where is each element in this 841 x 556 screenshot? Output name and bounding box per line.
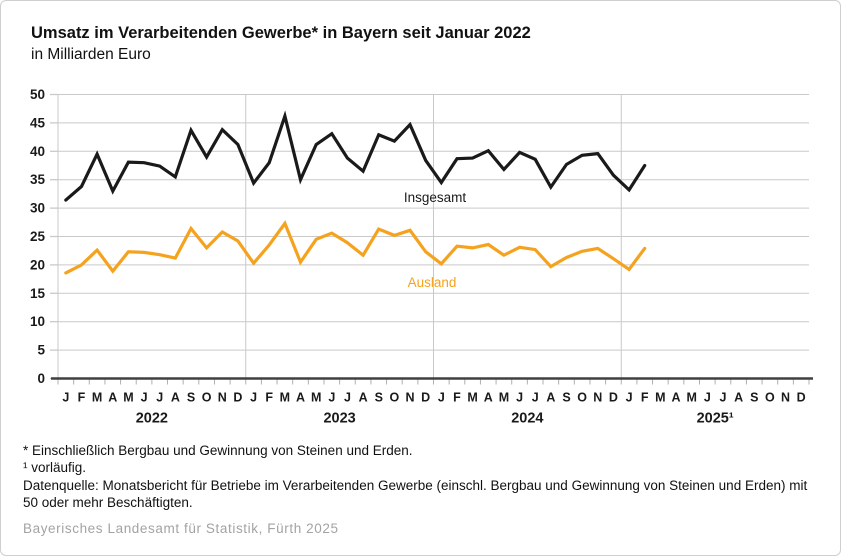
svg-text:J: J <box>719 391 726 405</box>
svg-text:M: M <box>499 391 509 405</box>
svg-text:J: J <box>250 391 257 405</box>
svg-text:J: J <box>156 391 163 405</box>
footnote-preliminary: ¹ vorläufig. <box>23 460 87 476</box>
series-line-ausland <box>64 220 647 275</box>
svg-text:N: N <box>593 391 602 405</box>
svg-text:15: 15 <box>30 286 46 301</box>
svg-text:40: 40 <box>30 144 45 159</box>
svg-text:A: A <box>359 391 368 405</box>
svg-text:F: F <box>453 391 461 405</box>
svg-text:D: D <box>797 391 806 405</box>
svg-text:M: M <box>311 391 321 405</box>
page-title: Umsatz im Verarbeitenden Gewerbe* in Bay… <box>31 24 531 42</box>
svg-text:A: A <box>546 391 555 405</box>
publisher-line: Bayerisches Landesamt für Statistik, Für… <box>23 521 339 536</box>
svg-text:2023: 2023 <box>323 411 355 427</box>
y-axis-labels: 0 5 10 15 20 25 30 35 40 45 50 <box>30 87 46 386</box>
svg-text:A: A <box>671 391 680 405</box>
svg-text:A: A <box>296 391 305 405</box>
svg-text:O: O <box>390 391 400 405</box>
svg-text:N: N <box>406 391 415 405</box>
svg-text:J: J <box>704 391 711 405</box>
svg-text:A: A <box>484 391 493 405</box>
svg-text:45: 45 <box>30 115 46 130</box>
svg-text:M: M <box>280 391 290 405</box>
svg-text:S: S <box>562 391 570 405</box>
footnotes: * Einschließlich Bergbau und Gewinnung v… <box>23 442 823 511</box>
svg-text:J: J <box>141 391 148 405</box>
svg-text:J: J <box>438 391 445 405</box>
svg-text:M: M <box>123 391 133 405</box>
svg-text:2025¹: 2025¹ <box>697 411 734 427</box>
svg-text:25: 25 <box>30 229 46 244</box>
svg-text:35: 35 <box>30 172 46 187</box>
svg-text:O: O <box>765 391 775 405</box>
svg-text:J: J <box>516 391 523 405</box>
svg-text:O: O <box>202 391 212 405</box>
svg-text:M: M <box>467 391 477 405</box>
svg-text:N: N <box>781 391 790 405</box>
svg-text:50: 50 <box>30 87 45 102</box>
series-label-insgesamt: Insgesamt <box>404 190 467 205</box>
page-subtitle: in Milliarden Euro <box>31 46 151 63</box>
svg-text:D: D <box>421 391 430 405</box>
svg-text:S: S <box>187 391 195 405</box>
footnote-star: * Einschließlich Bergbau und Gewinnung v… <box>23 443 413 458</box>
svg-text:A: A <box>171 391 180 405</box>
svg-text:F: F <box>265 391 273 405</box>
svg-text:F: F <box>641 391 649 405</box>
svg-text:2022: 2022 <box>136 411 168 427</box>
svg-text:A: A <box>108 391 117 405</box>
svg-text:J: J <box>532 391 539 405</box>
svg-text:J: J <box>328 391 335 405</box>
svg-text:S: S <box>375 391 383 405</box>
svg-text:30: 30 <box>30 201 45 216</box>
svg-text:2024: 2024 <box>511 411 543 427</box>
svg-text:M: M <box>686 391 696 405</box>
footnote-datasource: Datenquelle: Monatsbericht für Betriebe … <box>23 477 808 510</box>
year-labels: 2022 2023 2024 2025¹ <box>136 411 734 427</box>
svg-text:F: F <box>78 391 86 405</box>
svg-text:5: 5 <box>37 343 45 358</box>
svg-text:J: J <box>626 391 633 405</box>
svg-text:M: M <box>655 391 665 405</box>
svg-text:M: M <box>92 391 102 405</box>
svg-text:10: 10 <box>30 314 45 329</box>
svg-text:D: D <box>233 391 242 405</box>
series-line-insgesamt <box>64 110 647 202</box>
series-label-ausland: Ausland <box>408 275 457 290</box>
svg-text:D: D <box>609 391 618 405</box>
svg-text:0: 0 <box>37 371 45 386</box>
svg-text:20: 20 <box>30 257 45 272</box>
y-ticks <box>50 93 58 380</box>
svg-text:O: O <box>577 391 587 405</box>
svg-text:A: A <box>734 391 743 405</box>
month-ticks <box>57 379 810 385</box>
svg-text:J: J <box>62 391 69 405</box>
svg-text:S: S <box>750 391 758 405</box>
svg-text:N: N <box>218 391 227 405</box>
svg-text:J: J <box>344 391 351 405</box>
